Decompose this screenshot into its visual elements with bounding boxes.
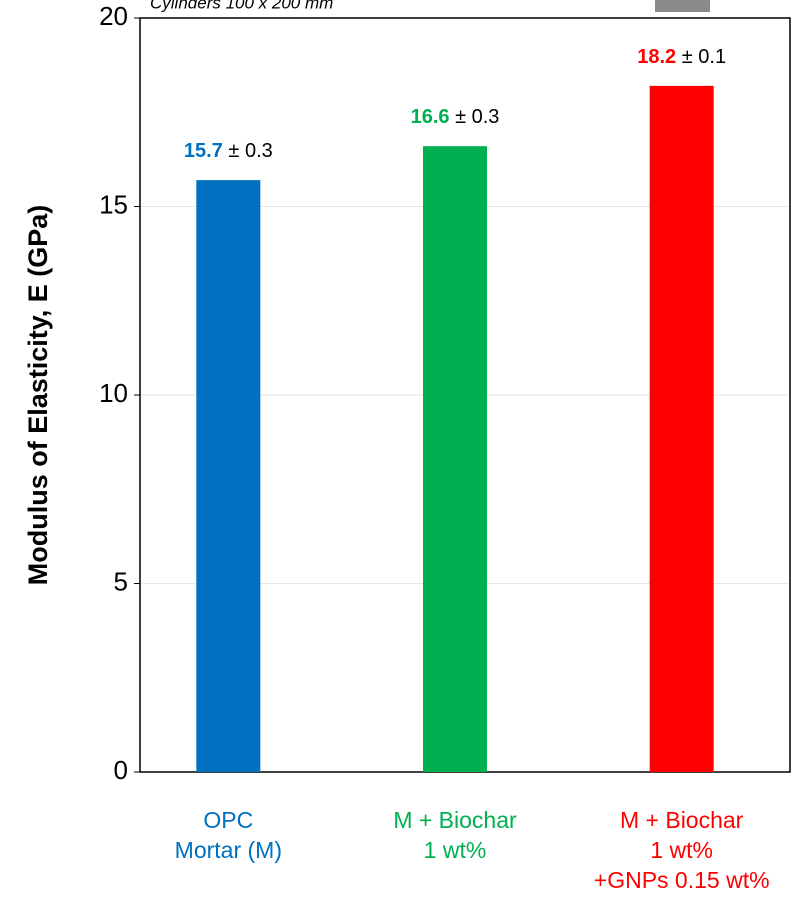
value-number: 18.2 [637, 46, 676, 68]
y-tick-label: 0 [114, 755, 128, 785]
x-tick-label: Mortar (M) [175, 837, 282, 863]
y-tick-label: 5 [114, 566, 128, 596]
x-tick-label: 1 wt% [424, 837, 487, 863]
x-tick-label: +GNPs 0.15 wt% [594, 867, 770, 893]
value-label: 16.6 ± 0.3 [411, 106, 500, 128]
value-number: 16.6 [411, 106, 450, 128]
bar [650, 86, 714, 772]
error-label: ± 0.1 [682, 46, 726, 68]
x-tick-label: OPC [203, 807, 253, 833]
chart-subtitle: Cylinders 100 x 200 mm [150, 0, 333, 12]
y-tick-label: 15 [99, 189, 128, 219]
x-tick-label: 1 wt% [650, 837, 713, 863]
error-label: ± 0.3 [455, 106, 499, 128]
x-tick-label: M + Biochar [620, 807, 744, 833]
value-label: 18.2 ± 0.1 [637, 46, 726, 68]
y-tick-label: 20 [99, 1, 128, 31]
bar [423, 146, 487, 772]
x-tick-label: M + Biochar [393, 807, 517, 833]
error-label: ± 0.3 [228, 140, 272, 162]
bar [196, 180, 260, 772]
y-tick-label: 10 [99, 378, 128, 408]
photo [655, 0, 710, 12]
value-number: 15.7 [184, 140, 223, 162]
y-axis-label: Modulus of Elasticity, E (GPa) [23, 205, 53, 586]
chart: Cylinders 100 x 200 mm Modulus of Elasti… [0, 0, 811, 917]
value-label: 15.7 ± 0.3 [184, 140, 273, 162]
